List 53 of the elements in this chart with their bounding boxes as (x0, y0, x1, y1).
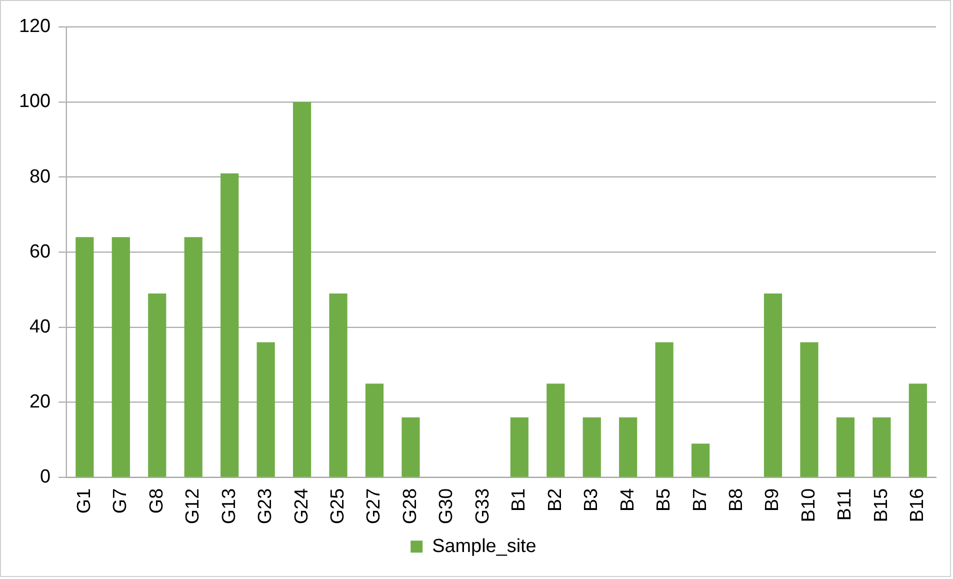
bar (872, 417, 891, 477)
x-tick-label: G13 (218, 488, 240, 524)
x-tick-label: B3 (581, 488, 602, 512)
y-tick-label: 120 (18, 16, 51, 38)
x-tick-label: G8 (146, 488, 168, 514)
bar (112, 237, 130, 477)
bar (764, 293, 782, 477)
x-tick-label: B15 (870, 488, 892, 522)
bar (691, 444, 710, 477)
x-tick-label: B11 (834, 488, 856, 521)
bar (76, 237, 94, 477)
x-tick-label: B10 (798, 488, 820, 522)
bar (256, 342, 275, 477)
x-tick-label: B7 (690, 488, 711, 512)
x-tick-label: G24 (291, 488, 312, 524)
x-tick-label: G1 (74, 488, 95, 514)
bar (510, 417, 528, 477)
y-tick-label: 100 (18, 91, 51, 112)
y-tick-label: 0 (40, 466, 51, 488)
legend-label: Sample_site (432, 536, 536, 557)
bar (220, 173, 239, 477)
bar (800, 342, 818, 477)
x-tick-label: G7 (110, 488, 132, 514)
bar (329, 293, 348, 477)
x-tick-label: B8 (726, 488, 748, 512)
x-tick-label: B4 (617, 488, 638, 512)
y-tick-label: 80 (30, 166, 51, 188)
x-tick-label: G27 (364, 488, 385, 524)
x-tick-label: B1 (508, 488, 530, 512)
x-tick-label: G30 (436, 488, 458, 524)
y-tick-label: 60 (30, 241, 51, 262)
bar (365, 384, 384, 477)
x-tick-label: G25 (327, 488, 348, 524)
bar (184, 237, 202, 477)
y-tick-label: 40 (30, 316, 51, 338)
x-tick-label: G23 (255, 488, 276, 524)
x-tick-label: B16 (907, 488, 928, 522)
y-tick-label: 20 (30, 392, 51, 413)
bar (836, 417, 855, 477)
x-tick-label: B9 (762, 488, 784, 512)
x-tick-label: G28 (400, 488, 421, 524)
x-tick-label: B5 (654, 488, 675, 512)
bar (546, 384, 565, 477)
bar (908, 384, 927, 477)
x-tick-label: G12 (182, 488, 204, 524)
x-tick-label: G33 (472, 488, 494, 524)
bar (619, 417, 638, 477)
bar (402, 417, 420, 477)
bar (582, 417, 601, 477)
bar (655, 342, 674, 477)
bar (292, 102, 312, 477)
bar (148, 293, 166, 477)
x-tick-label: B2 (544, 488, 566, 512)
